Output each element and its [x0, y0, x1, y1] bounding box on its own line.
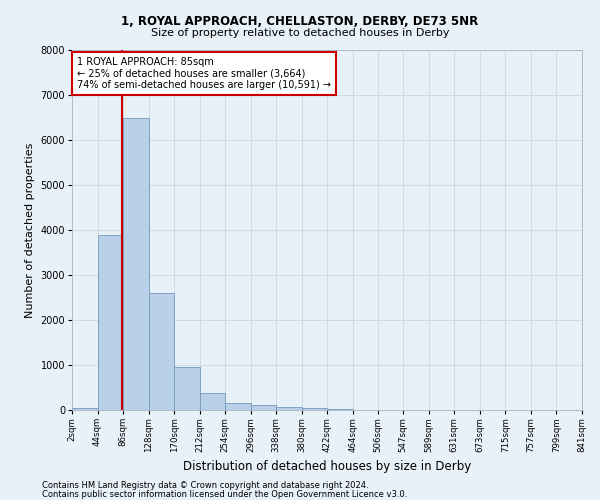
Text: 1, ROYAL APPROACH, CHELLASTON, DERBY, DE73 5NR: 1, ROYAL APPROACH, CHELLASTON, DERBY, DE…: [121, 15, 479, 28]
Bar: [225, 403, 251, 410]
Bar: [98, 234, 123, 410]
Bar: [174, 367, 200, 410]
Bar: [200, 393, 225, 410]
Text: Contains public sector information licensed under the Open Government Licence v3: Contains public sector information licen…: [42, 490, 407, 499]
Y-axis label: Number of detached properties: Number of detached properties: [25, 142, 35, 318]
Text: 1 ROYAL APPROACH: 85sqm
← 25% of detached houses are smaller (3,664)
74% of semi: 1 ROYAL APPROACH: 85sqm ← 25% of detache…: [77, 57, 331, 90]
Bar: [276, 407, 302, 410]
Bar: [251, 405, 276, 410]
X-axis label: Distribution of detached houses by size in Derby: Distribution of detached houses by size …: [183, 460, 471, 473]
Bar: [302, 408, 328, 410]
Text: Contains HM Land Registry data © Crown copyright and database right 2024.: Contains HM Land Registry data © Crown c…: [42, 481, 368, 490]
Text: Size of property relative to detached houses in Derby: Size of property relative to detached ho…: [151, 28, 449, 38]
Bar: [123, 118, 149, 410]
Bar: [72, 408, 98, 410]
Bar: [328, 409, 353, 410]
Bar: [149, 293, 174, 410]
